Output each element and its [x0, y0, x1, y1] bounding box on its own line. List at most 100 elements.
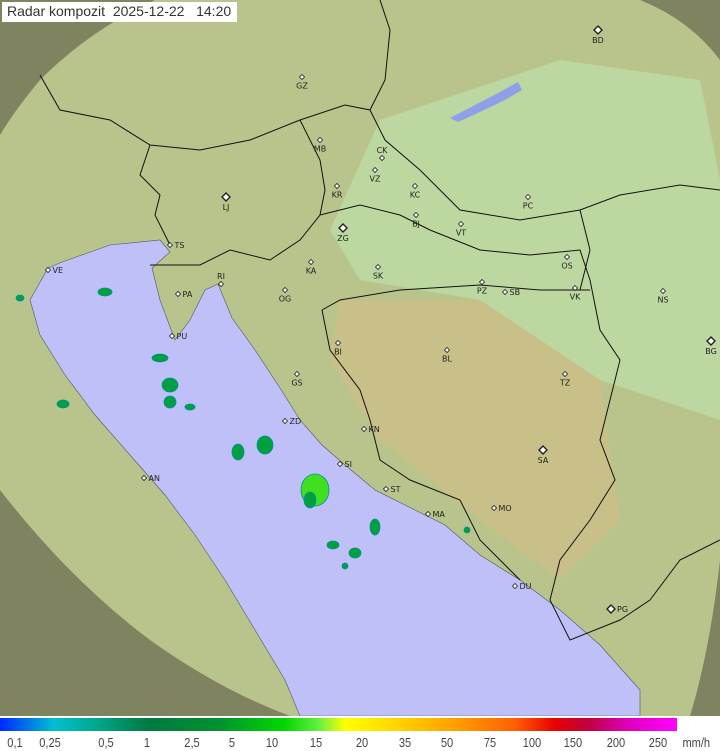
city-label: GS — [291, 379, 302, 388]
outside-coverage-nw — [0, 0, 155, 135]
city-marker-icon — [606, 604, 616, 614]
city-label: KC — [410, 191, 421, 200]
city-label: ZG — [337, 234, 349, 243]
city-label: BJ — [412, 220, 420, 229]
city-gs: GS — [291, 370, 303, 388]
city-kr: KR — [332, 182, 343, 200]
city-pa: PA — [174, 290, 193, 299]
city-marker-icon — [457, 220, 465, 228]
city-marker-icon — [140, 474, 148, 482]
city-label: SB — [510, 288, 521, 297]
city-label: PG — [617, 605, 628, 614]
city-marker-icon — [501, 288, 509, 296]
city-bg: BG — [705, 336, 717, 356]
radar-echo — [256, 435, 274, 455]
outside-coverage-sw — [0, 490, 290, 716]
radar-echo — [163, 395, 177, 409]
city-ma: MA — [424, 510, 446, 519]
radar-echo — [463, 526, 471, 534]
city-marker-icon — [281, 417, 289, 425]
city-label: AN — [149, 474, 160, 483]
city-marker-icon — [221, 192, 231, 202]
city-label: KR — [332, 191, 343, 200]
city-marker-icon — [524, 193, 532, 201]
city-marker-icon — [298, 73, 306, 81]
plains-area — [330, 60, 720, 420]
city-bl: BL — [442, 346, 453, 364]
radar-echo — [303, 491, 317, 509]
city-si: SI — [336, 460, 352, 469]
city-marker-icon — [336, 460, 344, 468]
city-label: MO — [499, 504, 512, 513]
city-marker-icon — [44, 266, 52, 274]
city-marker-icon — [360, 425, 368, 433]
city-label: LJ — [223, 203, 230, 212]
city-vz: VZ — [370, 166, 381, 184]
city-label: OG — [279, 295, 292, 304]
city-ri: RI — [217, 272, 225, 288]
city-marker-icon — [478, 278, 486, 286]
city-ns: NS — [657, 287, 669, 305]
city-marker-icon — [338, 223, 348, 233]
city-marker-icon — [307, 258, 315, 266]
city-ve: VE — [44, 266, 63, 275]
city-label: PZ — [477, 287, 488, 296]
city-zd: ZD — [281, 417, 301, 426]
city-label: VK — [570, 293, 581, 302]
city-marker-icon — [333, 182, 341, 190]
legend-tick-label: 1 — [143, 735, 151, 750]
city-label: RI — [217, 272, 225, 281]
city-marker-icon — [511, 582, 519, 590]
radar-echo — [97, 287, 113, 297]
city-label: SA — [538, 456, 549, 465]
radar-map: GZ BD MB CK VZ KR KC PC LJ BJ VT ZG TS VE KA SK OS RI PA OG… — [0, 0, 720, 716]
legend-tick-label: 15 — [309, 735, 323, 750]
city-marker-icon — [561, 370, 569, 378]
city-marker-icon — [412, 211, 420, 219]
city-label: KN — [369, 425, 380, 434]
legend-tick-label: 10 — [265, 735, 279, 750]
city-marker-icon — [490, 504, 498, 512]
city-sk: SK — [373, 263, 384, 281]
legend-tick-label: 250 — [648, 735, 668, 750]
radar-echo — [161, 377, 179, 393]
legend-tick-label: 0,25 — [39, 735, 61, 750]
city-gz: GZ — [296, 73, 308, 91]
city-du: DU — [511, 582, 532, 591]
country-borders — [39, 0, 720, 641]
city-bi: BI — [334, 339, 342, 357]
outside-coverage-se — [690, 560, 720, 716]
city-st: ST — [382, 485, 401, 494]
city-label: OS — [561, 262, 572, 271]
city-pc: PC — [523, 193, 534, 211]
mountain-area — [330, 300, 620, 580]
city-mo: MO — [490, 504, 512, 513]
lake-balaton — [450, 82, 522, 122]
city-label: NS — [657, 296, 668, 305]
legend-tick-label: 2,5 — [184, 735, 200, 750]
city-marker-icon — [371, 166, 379, 174]
radar-echo — [369, 518, 381, 536]
radar-echo — [341, 562, 349, 570]
city-marker-icon — [334, 339, 342, 347]
city-label: TS — [174, 241, 185, 250]
city-label: SK — [373, 272, 384, 281]
city-pg: PG — [606, 604, 628, 614]
city-marker-icon — [378, 154, 386, 162]
city-marker-icon — [593, 25, 603, 35]
city-vk: VK — [570, 284, 581, 302]
legend-tick-label: 0,1 — [7, 735, 23, 750]
radar-echo — [56, 399, 70, 409]
radar-echo — [231, 443, 245, 461]
city-markers: GZ BD MB CK VZ KR KC PC LJ BJ VT ZG TS VE KA SK OS RI PA OG… — [44, 25, 717, 614]
city-label: DU — [520, 582, 532, 591]
city-label: BL — [442, 355, 452, 364]
city-marker-icon — [659, 287, 667, 295]
city-bd: BD — [592, 25, 604, 45]
city-marker-icon — [538, 445, 548, 455]
city-label: MB — [314, 145, 326, 154]
legend-tick-label: 50 — [440, 735, 454, 750]
city-label: MA — [433, 510, 446, 519]
city-marker-icon — [563, 253, 571, 261]
